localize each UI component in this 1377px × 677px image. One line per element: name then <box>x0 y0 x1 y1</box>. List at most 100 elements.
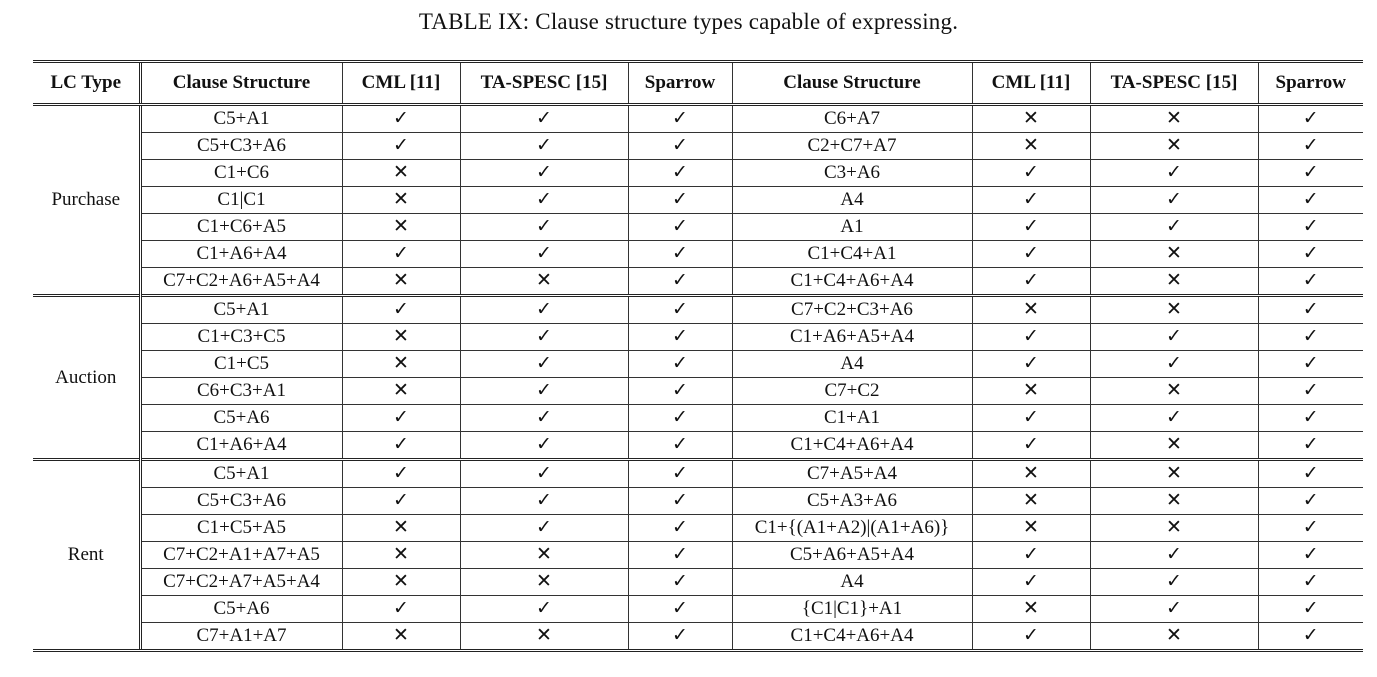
clause-left-cell: C1+C5+A5 <box>138 514 342 542</box>
ta-spesc-left-cell: ✓ <box>459 458 628 488</box>
cml-left-cell: ✓ <box>341 240 460 268</box>
ta-spesc-left-cell: ✓ <box>459 294 628 324</box>
header-lc-type: LC Type <box>33 60 140 106</box>
check-icon: ✓ <box>536 462 552 484</box>
sparrow-right-cell: ✓ <box>1257 186 1363 214</box>
table-row: C5+A6 ✓ ✓ ✓ {C1|C1}+A1 ✕ ✓ ✓ <box>33 595 1363 623</box>
table-row: C1+C6+A5 ✕ ✓ ✓ A1 ✓ ✓ ✓ <box>33 213 1363 241</box>
sparrow-right-cell: ✓ <box>1257 541 1363 569</box>
ta-spesc-left-cell: ✓ <box>459 377 628 405</box>
check-icon: ✓ <box>536 215 552 237</box>
table-row: Rent C5+A1 ✓ ✓ ✓ C7+A5+A4 ✕ ✕ ✓ <box>33 458 1363 652</box>
clause-right-cell: {C1|C1}+A1 <box>731 595 972 623</box>
check-icon: ✓ <box>393 242 409 264</box>
sparrow-right-cell: ✓ <box>1257 104 1363 133</box>
cross-icon: ✕ <box>1023 379 1039 401</box>
lc-type-cell: Rent <box>33 458 140 652</box>
ta-spesc-right-cell: ✕ <box>1089 267 1258 296</box>
check-icon: ✓ <box>1023 624 1039 646</box>
clause-right-cell: C1+{(A1+A2)|(A1+A6)} <box>731 514 972 542</box>
cml-left-cell: ✕ <box>341 213 460 241</box>
ta-spesc-right-cell: ✓ <box>1089 595 1258 623</box>
sparrow-right-cell: ✓ <box>1257 240 1363 268</box>
clause-right-cell: C7+A5+A4 <box>731 458 972 488</box>
cml-left-cell: ✓ <box>341 487 460 515</box>
ta-spesc-left-cell: ✓ <box>459 240 628 268</box>
check-icon: ✓ <box>1302 134 1319 156</box>
cross-icon: ✕ <box>536 543 552 565</box>
check-icon: ✓ <box>1302 325 1319 347</box>
sparrow-right-cell: ✓ <box>1257 350 1363 378</box>
cross-icon: ✕ <box>393 352 409 374</box>
cml-left-cell: ✕ <box>341 622 460 652</box>
cml-left-cell: ✕ <box>341 186 460 214</box>
ta-spesc-right-cell: ✓ <box>1089 213 1258 241</box>
cross-icon: ✕ <box>1166 107 1182 129</box>
cross-icon: ✕ <box>393 379 409 401</box>
check-icon: ✓ <box>672 298 688 320</box>
check-icon: ✓ <box>536 242 552 264</box>
sparrow-right-cell: ✓ <box>1257 213 1363 241</box>
check-icon: ✓ <box>1166 161 1182 183</box>
cml-left-cell: ✕ <box>341 159 460 187</box>
check-icon: ✓ <box>536 433 552 455</box>
check-icon: ✓ <box>1023 161 1039 183</box>
cml-left-cell: ✕ <box>341 568 460 596</box>
sparrow-right-cell: ✓ <box>1257 159 1363 187</box>
clause-right-cell: C6+A7 <box>731 104 972 133</box>
ta-spesc-left-cell: ✓ <box>459 350 628 378</box>
sparrow-left-cell: ✓ <box>627 458 732 488</box>
cross-icon: ✕ <box>1166 462 1182 484</box>
clause-right-cell: C1+A6+A5+A4 <box>731 323 972 351</box>
check-icon: ✓ <box>672 242 688 264</box>
sparrow-left-cell: ✓ <box>627 541 732 569</box>
check-icon: ✓ <box>536 188 552 210</box>
check-icon: ✓ <box>1302 543 1319 565</box>
ta-spesc-right-cell: ✓ <box>1089 186 1258 214</box>
check-icon: ✓ <box>1166 406 1182 428</box>
cml-right-cell: ✓ <box>971 159 1090 187</box>
ta-spesc-right-cell: ✕ <box>1089 514 1258 542</box>
header-row: LC Type Clause Structure CML [11] TA-SPE… <box>33 60 1363 106</box>
check-icon: ✓ <box>1166 325 1182 347</box>
check-icon: ✓ <box>1302 489 1319 511</box>
cross-icon: ✕ <box>393 269 409 291</box>
table-row: C5+C3+A6 ✓ ✓ ✓ C2+C7+A7 ✕ ✕ ✓ <box>33 132 1363 160</box>
check-icon: ✓ <box>1302 624 1319 646</box>
sparrow-left-cell: ✓ <box>627 514 732 542</box>
cml-right-cell: ✕ <box>971 514 1090 542</box>
table-row: C1+A6+A4 ✓ ✓ ✓ C1+C4+A1 ✓ ✕ ✓ <box>33 240 1363 268</box>
ta-spesc-right-cell: ✓ <box>1089 404 1258 432</box>
check-icon: ✓ <box>536 489 552 511</box>
check-icon: ✓ <box>393 406 409 428</box>
table-row: Purchase C5+A1 ✓ ✓ ✓ C6+A7 ✕ ✕ ✓ <box>33 104 1363 210</box>
check-icon: ✓ <box>536 352 552 374</box>
sparrow-left-cell: ✓ <box>627 213 732 241</box>
check-icon: ✓ <box>1302 242 1319 264</box>
clause-left-cell: C1+C6 <box>138 159 342 187</box>
sparrow-right-cell: ✓ <box>1257 431 1363 460</box>
clause-left-cell: C5+A1 <box>138 294 342 324</box>
check-icon: ✓ <box>1023 242 1039 264</box>
check-icon: ✓ <box>1166 215 1182 237</box>
clause-right-cell: C5+A3+A6 <box>731 487 972 515</box>
cross-icon: ✕ <box>1166 489 1182 511</box>
clause-left-cell: C5+A6 <box>138 595 342 623</box>
ta-spesc-left-cell: ✓ <box>459 104 628 133</box>
cml-left-cell: ✓ <box>341 132 460 160</box>
clause-right-cell: C7+C2+C3+A6 <box>731 294 972 324</box>
check-icon: ✓ <box>1023 352 1039 374</box>
sparrow-left-cell: ✓ <box>627 159 732 187</box>
check-icon: ✓ <box>1302 161 1319 183</box>
ta-spesc-right-cell: ✕ <box>1089 458 1258 488</box>
cross-icon: ✕ <box>1166 516 1182 538</box>
cml-right-cell: ✓ <box>971 350 1090 378</box>
cml-right-cell: ✕ <box>971 104 1090 133</box>
cml-left-cell: ✕ <box>341 514 460 542</box>
ta-spesc-left-cell: ✕ <box>459 267 628 296</box>
ta-spesc-right-cell: ✓ <box>1089 568 1258 596</box>
check-icon: ✓ <box>1302 406 1319 428</box>
cml-right-cell: ✕ <box>971 377 1090 405</box>
check-icon: ✓ <box>672 543 688 565</box>
check-icon: ✓ <box>1302 188 1319 210</box>
